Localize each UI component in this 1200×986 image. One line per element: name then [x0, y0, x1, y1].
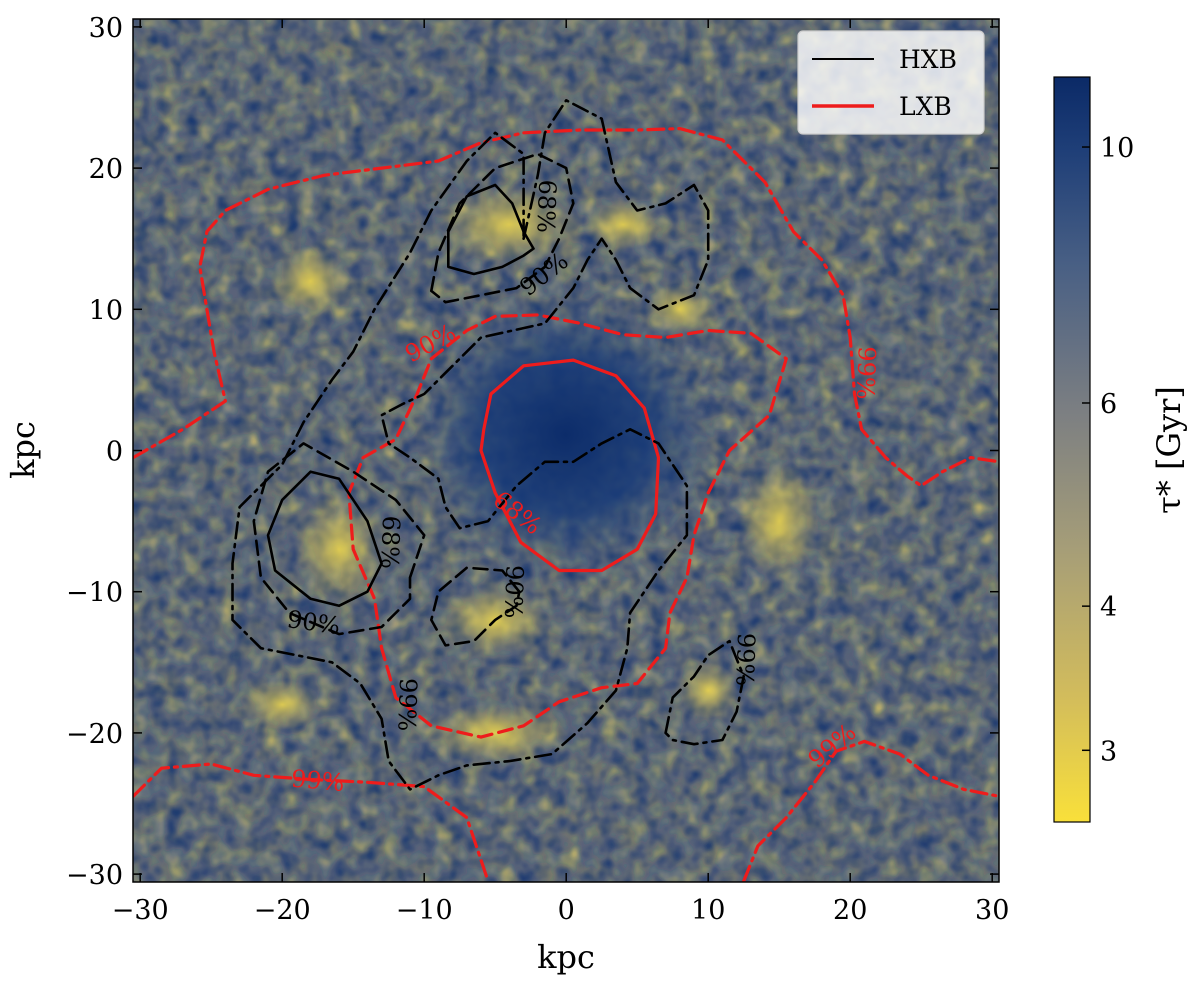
contour-hxb-68	[266, 470, 383, 608]
legend-label-lxb: LXB	[899, 92, 952, 121]
contour-hxb-90	[430, 152, 575, 304]
heatmap-bright-region	[678, 662, 739, 719]
heatmap-bright-region	[425, 702, 566, 763]
y-tick-label: −30	[66, 860, 123, 891]
contour-hxb-99	[664, 639, 745, 746]
contour-lxb-68	[479, 358, 661, 573]
x-tick-label: 0	[558, 895, 575, 926]
heatmap-bright-region	[242, 679, 323, 730]
heatmap-bright-region	[739, 461, 820, 582]
x-tick-label: −20	[254, 895, 311, 926]
y-tick-label: −20	[66, 719, 123, 750]
contour-label: 68%	[375, 515, 405, 569]
x-tick-label: 30	[975, 895, 1009, 926]
contour-label: 99%	[392, 678, 422, 732]
x-tick-label: 20	[833, 895, 867, 926]
colorbar-tick-label: 3	[1100, 736, 1117, 767]
x-axis-label: kpc	[537, 938, 595, 976]
contour-hxb-90	[252, 442, 426, 636]
heatmap-bright-region	[270, 246, 351, 317]
y-tick-label: −10	[66, 578, 123, 609]
heatmap-bright-region	[644, 284, 715, 335]
contour-hxb-90	[430, 566, 521, 647]
x-tick-label: −30	[112, 895, 169, 926]
heatmap-bright-region	[583, 199, 663, 250]
colorbar-label: τ* [Gyr]	[1150, 386, 1188, 514]
x-tick-label: 10	[691, 895, 725, 926]
colorbar-tick-label: 10	[1100, 133, 1134, 164]
heatmap-bright-region	[294, 494, 384, 605]
legend-label-hxb: HXB	[899, 45, 957, 74]
y-axis-label: kpc	[4, 421, 42, 479]
contour-label: 99%	[851, 346, 881, 400]
colorbar-tick-label: 6	[1100, 389, 1117, 420]
y-tick-label: 10	[89, 295, 123, 326]
x-tick-label: −10	[396, 895, 453, 926]
y-tick-label: 30	[89, 13, 123, 44]
contour-label: 99%	[290, 765, 346, 798]
contour-hxb-99	[231, 99, 710, 791]
legend: HXB LXB	[797, 30, 985, 135]
contour-lxb-99	[133, 127, 999, 488]
contour-lxb-99	[742, 739, 999, 882]
y-tick-label: 0	[106, 437, 123, 468]
colorbar: 3 4 6 10 τ* [Gyr]	[1053, 76, 1188, 823]
contour-label: 68%	[531, 179, 561, 233]
y-tick-label: 20	[89, 154, 123, 185]
axes-frame: −30 −20 −10 0 10 20 30 −30 −20 −10 0 10 20 30	[66, 13, 1009, 926]
contour-lxb-99	[133, 762, 490, 882]
contour-label: 99%	[730, 632, 760, 686]
heatmap-bright-region	[439, 184, 580, 265]
contour-lxb-90	[347, 313, 788, 739]
heatmap-image: 68%90%68%90%90%99%99%90%68%99%99%99%	[133, 19, 999, 882]
colorbar-tick-label: 4	[1100, 592, 1117, 623]
contour-label: 90%	[499, 565, 529, 619]
